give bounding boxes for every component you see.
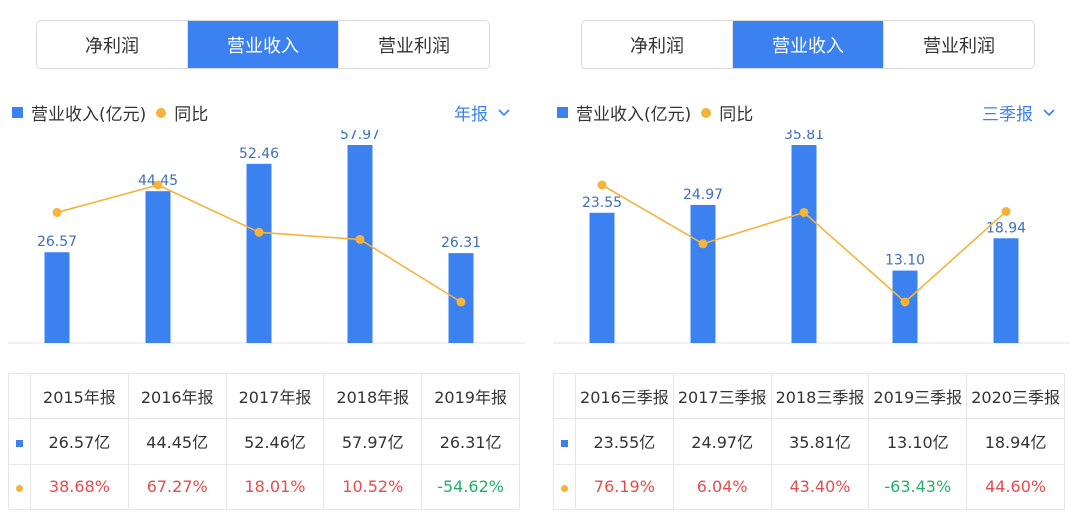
bar-value-label: 57.97 — [340, 130, 380, 143]
revenue-cell: 52.46亿 — [225, 418, 325, 465]
bar — [589, 212, 615, 343]
tab-net-profit[interactable]: 净利润 — [582, 21, 732, 68]
line-series-marker — [561, 485, 568, 493]
tab-operating-profit[interactable]: 营业利润 — [883, 21, 1034, 68]
revenue-panel-q3: 净利润 营业收入 营业利润 营业收入(亿元) 同比 三季报 23.55 24.97… — [545, 0, 1075, 521]
chevron-down-icon — [1043, 108, 1055, 116]
revenue-cell: 44.45亿 — [127, 418, 227, 465]
bar-value-label: 23.55 — [582, 195, 622, 211]
yoy-cell: 43.40% — [770, 463, 870, 511]
bar-value-label: 26.31 — [441, 235, 481, 251]
yoy-cell: 10.52% — [323, 463, 423, 511]
table-header-row: 2015年报 2016年报 2017年报 2018年报 2019年报 — [8, 372, 520, 420]
chart-legend: 营业收入(亿元) 同比 — [557, 100, 753, 125]
table-header-cell: 2020三季报 — [966, 372, 1065, 420]
bar-value-label: 35.81 — [784, 130, 824, 143]
bar-legend-marker — [12, 107, 23, 118]
table-header-cell: 2017三季报 — [672, 372, 772, 420]
revenue-cell: 23.55亿 — [575, 418, 674, 465]
bar — [145, 191, 171, 343]
revenue-cell: 26.31亿 — [421, 418, 520, 465]
yoy-cell: -63.43% — [868, 463, 968, 511]
tab-revenue[interactable]: 营业收入 — [187, 21, 338, 68]
yoy-point — [456, 297, 466, 307]
bar-legend-marker — [557, 107, 568, 118]
period-selector[interactable]: 三季报 — [982, 100, 1055, 125]
chevron-down-icon — [498, 108, 510, 116]
yoy-cell: 67.27% — [127, 463, 227, 511]
table-header-cell: 2016三季报 — [575, 372, 674, 420]
bar — [690, 204, 716, 343]
bar-legend-label: 营业收入(亿元) — [31, 105, 147, 125]
metric-tabs: 净利润 营业收入 营业利润 — [36, 20, 490, 69]
revenue-panel-annual: 净利润 营业收入 营业利润 营业收入(亿元) 同比 年报 26.5744.455… — [0, 0, 530, 521]
table-row-yoy: 76.19% 6.04% 43.40% -63.43% 44.60% — [553, 463, 1065, 511]
line-series-marker — [16, 485, 23, 493]
bar-value-label: 18.94 — [986, 220, 1026, 236]
period-selector-label: 三季报 — [982, 105, 1033, 125]
tab-operating-profit[interactable]: 营业利润 — [338, 21, 489, 68]
table-row-revenue: 23.55亿 24.97亿 35.81亿 13.10亿 18.94亿 — [553, 418, 1065, 465]
yoy-point — [698, 239, 708, 249]
table-header-cell: 2015年报 — [30, 372, 129, 420]
revenue-cell: 35.81亿 — [770, 418, 870, 465]
yoy-point — [52, 207, 62, 217]
bar-value-label: 13.10 — [885, 253, 925, 269]
bar-value-label: 52.46 — [239, 146, 279, 162]
line-legend-label: 同比 — [174, 105, 209, 125]
bar-legend-label: 营业收入(亿元) — [576, 105, 692, 125]
revenue-chart: 23.55 24.97 35.81 13.10 18.94 — [553, 130, 1070, 344]
bar — [892, 270, 918, 343]
revenue-cell: 18.94亿 — [966, 418, 1065, 465]
yoy-cell: 76.19% — [575, 463, 674, 511]
bar-series-marker — [16, 439, 23, 447]
table-row-revenue: 26.57亿 44.45亿 52.46亿 57.97亿 26.31亿 — [8, 418, 520, 465]
yoy-cell: -54.62% — [421, 463, 520, 511]
table-header-cell: 2019三季报 — [868, 372, 968, 420]
yoy-cell: 18.01% — [225, 463, 325, 511]
bar — [246, 163, 272, 343]
table-header-cell: 2018三季报 — [770, 372, 870, 420]
yoy-point — [900, 297, 910, 307]
data-table: 2015年报 2016年报 2017年报 2018年报 2019年报 26.57… — [8, 372, 520, 511]
yoy-point — [153, 180, 163, 190]
table-header-cell: 2017年报 — [225, 372, 325, 420]
yoy-cell: 6.04% — [672, 463, 772, 511]
bar — [44, 252, 70, 343]
yoy-cell: 38.68% — [30, 463, 129, 511]
table-header-cell: 2019年报 — [421, 372, 520, 420]
revenue-cell: 13.10亿 — [868, 418, 968, 465]
bar — [791, 145, 817, 343]
revenue-cell: 24.97亿 — [672, 418, 772, 465]
bar-value-label: 26.57 — [37, 234, 77, 250]
line-legend-marker — [701, 107, 712, 118]
bar — [993, 238, 1019, 343]
chart-legend: 营业收入(亿元) 同比 — [12, 100, 208, 125]
table-header-cell: 2018年报 — [323, 372, 423, 420]
period-selector[interactable]: 年报 — [454, 100, 510, 125]
yoy-point — [355, 234, 365, 244]
yoy-point — [254, 227, 264, 237]
tab-revenue[interactable]: 营业收入 — [732, 21, 883, 68]
yoy-cell: 44.60% — [966, 463, 1065, 511]
line-legend-marker — [156, 107, 167, 118]
yoy-point — [1001, 206, 1011, 216]
yoy-point — [799, 207, 809, 217]
tab-net-profit[interactable]: 净利润 — [37, 21, 187, 68]
table-row-yoy: 38.68% 67.27% 18.01% 10.52% -54.62% — [8, 463, 520, 511]
bar-series-marker — [561, 439, 568, 447]
bar-value-label: 24.97 — [683, 187, 723, 203]
revenue-cell: 26.57亿 — [30, 418, 129, 465]
revenue-cell: 57.97亿 — [323, 418, 423, 465]
table-header-row: 2016三季报 2017三季报 2018三季报 2019三季报 2020三季报 — [553, 372, 1065, 420]
table-header-cell: 2016年报 — [127, 372, 227, 420]
line-legend-label: 同比 — [719, 105, 754, 125]
period-selector-label: 年报 — [454, 105, 488, 125]
metric-tabs: 净利润 营业收入 营业利润 — [581, 20, 1035, 69]
yoy-point — [597, 180, 607, 190]
data-table: 2016三季报 2017三季报 2018三季报 2019三季报 2020三季报 … — [553, 372, 1065, 511]
